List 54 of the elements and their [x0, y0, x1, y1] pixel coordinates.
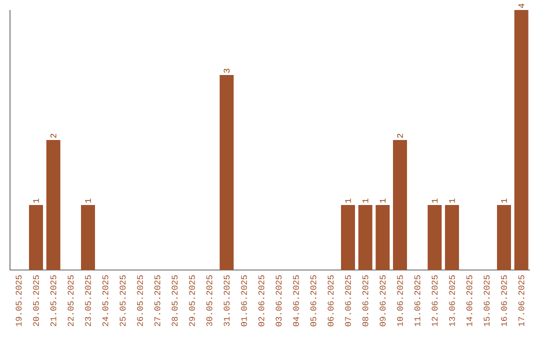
bar — [220, 75, 234, 270]
x-tick-label: 19.05.2025 — [16, 275, 22, 326]
data-label: 2 — [50, 134, 56, 138]
data-label: 3 — [224, 68, 230, 73]
x-tick-label: 30.05.2025 — [206, 275, 212, 326]
x-tick-label: 17.06.2025 — [518, 275, 524, 326]
data-label: 1 — [432, 198, 438, 203]
data-label: 1 — [345, 198, 351, 203]
x-tick-label: 24.05.2025 — [102, 275, 108, 326]
bar — [392, 140, 407, 270]
data-label: 1 — [85, 198, 91, 203]
data-label: 2 — [397, 134, 403, 138]
x-tick-label: 12.06.2025 — [432, 275, 438, 326]
x-tick-label: 31.05.2025 — [224, 275, 230, 326]
x-tick-label: 11.06.2025 — [414, 275, 420, 326]
x-tick-label: 05.06.2025 — [310, 275, 316, 326]
data-label: 1 — [380, 198, 386, 203]
x-tick-label: 08.06.2025 — [362, 275, 368, 326]
data-label: 4 — [518, 4, 524, 8]
x-tick-label: 16.06.2025 — [501, 275, 507, 326]
bar — [81, 205, 95, 270]
x-tick-label: 28.05.2025 — [172, 275, 178, 326]
x-tick-label: 10.06.2025 — [397, 275, 403, 326]
bar — [29, 205, 43, 270]
x-tick-label: 25.05.2025 — [120, 275, 126, 326]
data-label: 1 — [501, 198, 507, 203]
data-label: 1 — [33, 198, 39, 203]
x-tick-label: 03.06.2025 — [276, 275, 282, 326]
data-label: 1 — [449, 198, 455, 203]
x-tick-label: 26.05.2025 — [137, 275, 143, 326]
bar — [341, 205, 355, 270]
x-tick-label: 22.05.2025 — [68, 275, 74, 326]
bar — [46, 140, 60, 270]
x-tick-label: 09.06.2025 — [380, 275, 386, 326]
data-label: 1 — [362, 198, 368, 203]
x-tick-label: 06.06.2025 — [328, 275, 334, 326]
x-tick-label: 20.05.2025 — [33, 275, 39, 326]
x-tick-label: 29.05.2025 — [189, 275, 195, 326]
bar — [358, 205, 372, 270]
x-tick-label: 13.06.2025 — [449, 275, 455, 326]
x-tick-label: 01.06.2025 — [241, 275, 247, 326]
x-tick-label: 15.06.2025 — [484, 275, 490, 326]
x-tick-label: 14.06.2025 — [466, 275, 472, 326]
x-tick-label: 04.06.2025 — [293, 275, 299, 326]
bar — [497, 205, 511, 270]
x-tick-label: 02.06.2025 — [258, 275, 264, 326]
x-tick-label: 07.06.2025 — [345, 275, 351, 326]
x-tick-label: 21.05.2025 — [50, 275, 56, 326]
bar — [444, 205, 459, 270]
bar — [428, 205, 442, 270]
bar — [376, 205, 390, 270]
x-tick-label: 23.05.2025 — [85, 275, 91, 326]
bar — [514, 10, 528, 270]
x-tick-label: 27.05.2025 — [154, 275, 160, 326]
